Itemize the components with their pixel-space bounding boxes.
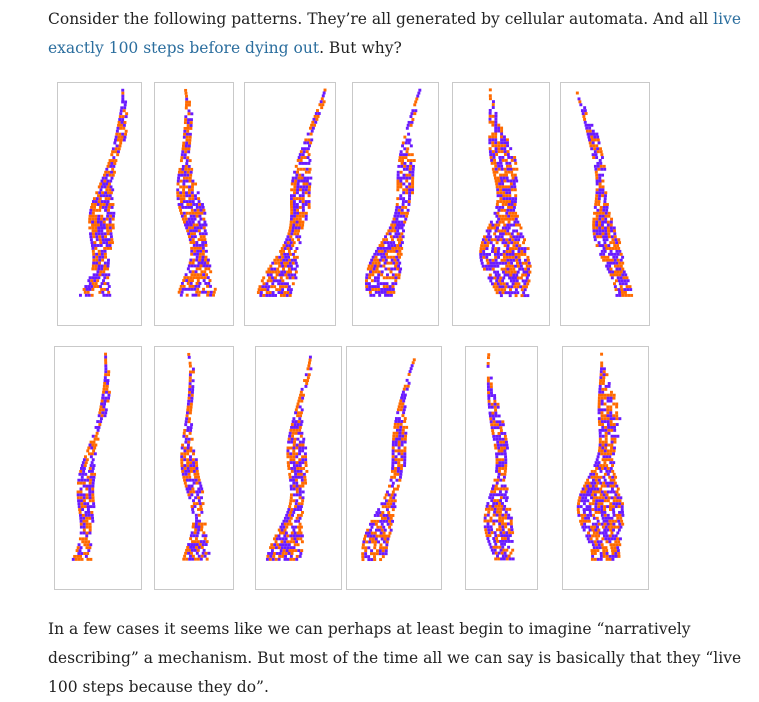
pattern-9 [265, 355, 313, 561]
intro-paragraph: Consider the following patterns. They’re… [48, 5, 748, 63]
pattern-frame-1 [57, 82, 142, 326]
pattern-frame-6 [560, 82, 650, 326]
pattern-frame-10 [346, 346, 442, 590]
pattern-frame-9 [255, 346, 342, 590]
pattern-frame-2 [154, 82, 234, 326]
live-exactly-100-steps-link[interactable]: live exactly 100 steps before dying out [48, 10, 742, 57]
intro-text-before: Consider the following patterns. They’re… [48, 10, 714, 28]
pattern-4 [365, 88, 422, 297]
pattern-frame-11 [465, 346, 538, 590]
pattern-10 [361, 358, 416, 562]
pattern-12 [576, 352, 625, 561]
pattern-frame-12 [562, 346, 649, 590]
pattern-11 [483, 353, 515, 561]
pattern-frame-4 [352, 82, 439, 326]
pattern-2 [176, 88, 217, 297]
pattern-6 [575, 91, 634, 297]
pattern-7 [71, 352, 111, 561]
pattern-8 [180, 352, 211, 561]
pattern-frame-7 [54, 346, 142, 590]
pattern-frame-8 [154, 346, 234, 590]
pattern-frame-3 [244, 82, 336, 326]
pattern-frame-5 [452, 82, 550, 326]
outro-paragraph: In a few cases it seems like we can perh… [48, 620, 742, 696]
pattern-3 [256, 88, 327, 297]
pattern-5 [479, 88, 532, 298]
pattern-1 [78, 88, 129, 297]
intro-text-after: . But why? [319, 39, 402, 57]
